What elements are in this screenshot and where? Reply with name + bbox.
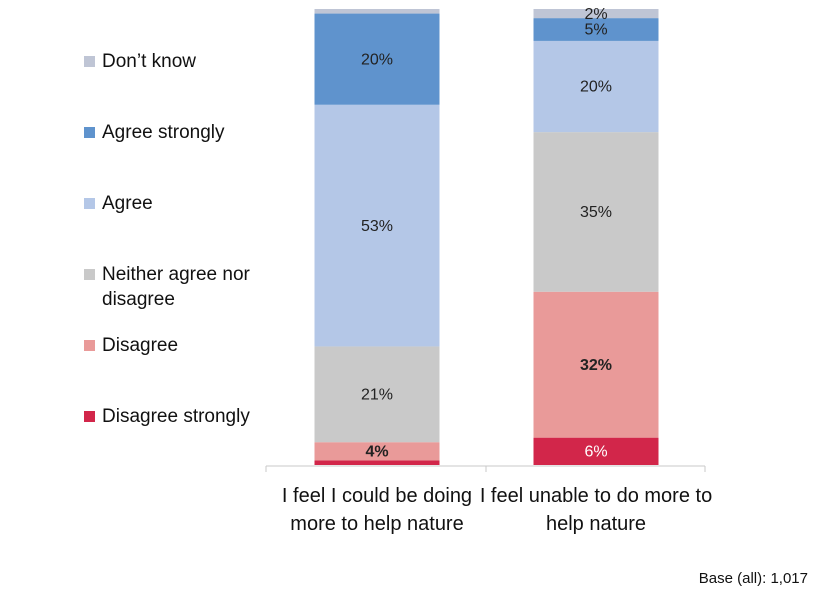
legend-swatch — [84, 269, 95, 280]
axis — [265, 465, 706, 472]
bar-segment — [314, 460, 440, 465]
legend-swatch — [84, 411, 95, 422]
bar-segment — [533, 9, 659, 19]
bar-segment — [533, 291, 659, 438]
legend-entry: Disagree strongly — [84, 404, 302, 429]
bar-segment — [533, 18, 659, 41]
legend-entry: Disagree — [84, 333, 302, 358]
base-note: Base (all): 1,017 — [698, 570, 808, 587]
value-label: 32% — [580, 357, 612, 374]
x-tick-label: I feel unable to do more to help nature — [479, 485, 713, 535]
value-label: 20% — [361, 51, 393, 68]
bar-segment — [314, 346, 440, 443]
bar-segment — [533, 437, 659, 465]
legend-entry: Neither agree nor disagree — [84, 262, 302, 312]
legend-swatch — [84, 340, 95, 351]
value-label: 53% — [361, 218, 393, 235]
value-label: 4% — [365, 444, 388, 461]
value-label: 21% — [361, 387, 393, 404]
bar-segment — [533, 132, 659, 292]
bar-segment — [314, 9, 440, 14]
bar-segment — [314, 442, 440, 461]
value-label: 35% — [580, 204, 612, 221]
value-label: 5% — [584, 22, 607, 39]
bar-segment — [533, 40, 659, 133]
bar-segment — [314, 13, 440, 105]
legend-swatch — [84, 198, 95, 209]
legend-entry: Don’t know — [84, 49, 302, 74]
legend-swatch — [84, 56, 95, 67]
legend-entry: Agree strongly — [84, 120, 302, 145]
x-tick-label: I feel I could be doing more to help nat… — [281, 485, 473, 535]
value-label: 20% — [580, 79, 612, 96]
value-label: 6% — [584, 444, 607, 461]
legend-swatch — [84, 127, 95, 138]
bar-segment — [314, 104, 440, 347]
value-label: 2% — [584, 6, 607, 23]
legend-entry: Agree — [84, 191, 302, 216]
